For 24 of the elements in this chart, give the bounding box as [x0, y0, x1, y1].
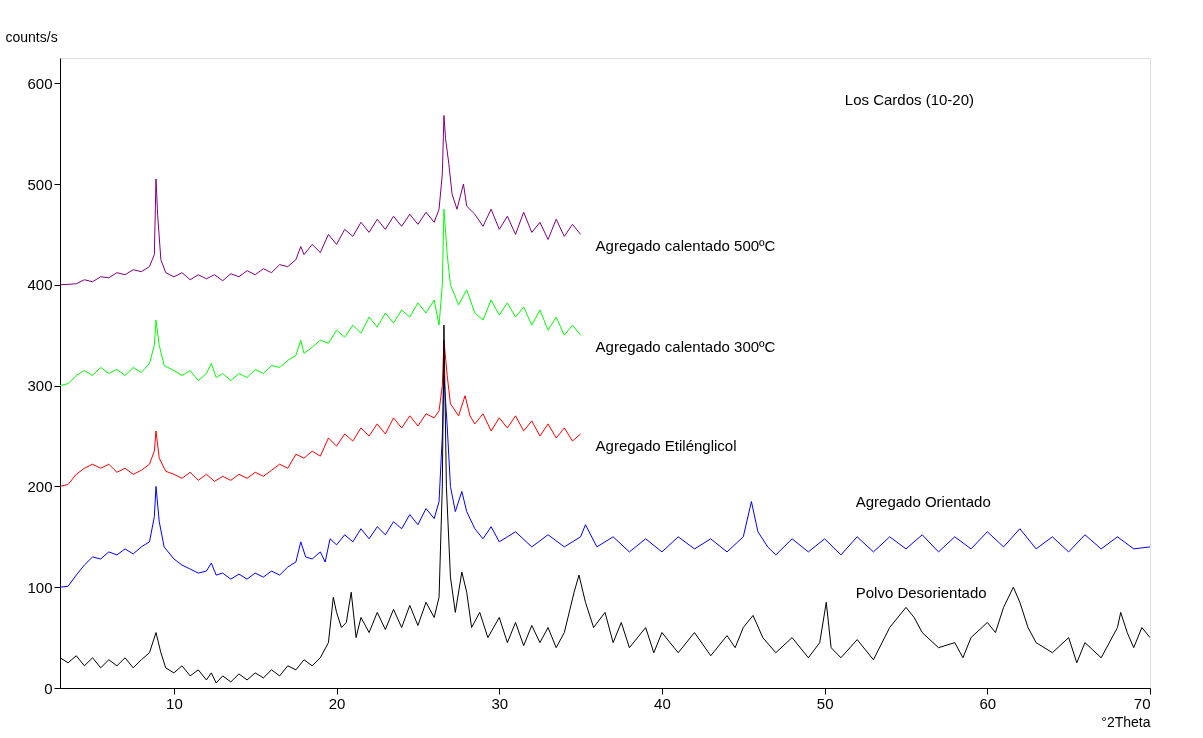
x-tick-label: 50	[816, 694, 834, 712]
y-tick-label: 100	[27, 578, 53, 596]
x-tick-label: 40	[654, 694, 671, 712]
series-label: Polvo Desorientado	[855, 583, 987, 601]
line-series	[60, 208, 582, 387]
series-label: Agregado calentado 500ºC	[595, 237, 776, 255]
y-tick-label: 0	[44, 679, 53, 697]
y-tick-label: 600	[27, 74, 53, 92]
x-tick-label: 60	[979, 694, 997, 712]
series-label: Agregado Orientado	[855, 492, 991, 510]
x-axis-title: °2Theta	[1101, 713, 1151, 730]
series-label: Agregado calentado 300ºC	[595, 338, 776, 356]
y-tick-label: 400	[27, 276, 53, 294]
line-series	[60, 114, 582, 286]
x-tick-label: 70	[1133, 694, 1151, 712]
annotation: Los Cardos (10-20)	[844, 91, 975, 108]
x-tick-label: 10	[166, 694, 183, 712]
x-tick-label: 30	[491, 694, 509, 712]
x-tick-label: 20	[328, 694, 346, 712]
y-tick-label: 200	[27, 477, 53, 495]
y-tick-label: 500	[27, 175, 53, 193]
y-axis-title: counts/s	[5, 28, 58, 45]
series-label: Agregado Etilénglicol	[595, 436, 737, 454]
y-tick-label: 300	[27, 377, 53, 395]
